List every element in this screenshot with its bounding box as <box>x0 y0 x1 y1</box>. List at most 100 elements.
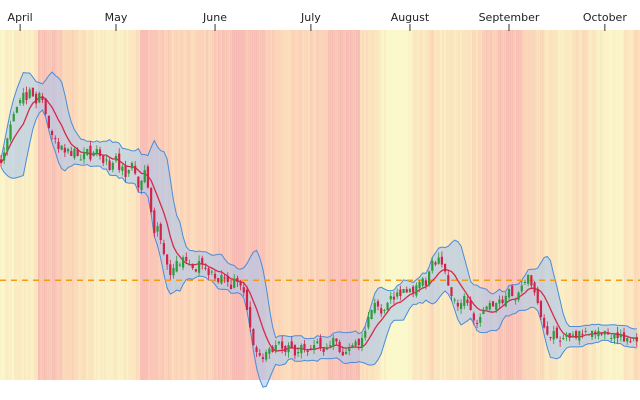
heat-stripe <box>622 30 625 380</box>
candle-body <box>328 345 332 347</box>
heat-stripe <box>40 30 43 380</box>
candle-body <box>303 343 306 349</box>
candle-down <box>207 266 210 280</box>
heat-stripe <box>354 30 357 380</box>
heat-stripe <box>584 30 587 380</box>
candle-body <box>520 285 523 292</box>
candle-body <box>213 273 217 279</box>
heat-stripe <box>204 30 207 380</box>
heat-stripe <box>634 30 637 380</box>
heatmap-background <box>0 30 640 380</box>
heat-stripe <box>570 30 573 380</box>
candle-body <box>319 337 322 349</box>
heat-stripe <box>322 30 325 380</box>
candle-body <box>178 264 181 266</box>
heat-stripe <box>284 30 287 380</box>
heat-stripe <box>470 30 473 380</box>
candle-down <box>255 345 258 358</box>
candle-body <box>297 352 300 354</box>
heat-stripe <box>104 30 107 380</box>
candle-up <box>22 87 25 106</box>
heat-stripe <box>308 30 311 380</box>
heat-stripe <box>426 30 429 380</box>
candle-up <box>552 325 555 344</box>
heat-stripe <box>176 30 179 380</box>
candle-down <box>539 299 543 321</box>
band-lower <box>0 109 637 388</box>
heat-stripe <box>400 30 403 380</box>
heat-stripe <box>338 30 341 380</box>
candle-body <box>175 261 178 272</box>
candle-body <box>405 289 408 293</box>
heat-stripe <box>448 30 451 380</box>
candle-up <box>73 147 76 160</box>
heat-stripe <box>518 30 521 380</box>
candle-body <box>19 100 22 104</box>
heat-stripe <box>232 30 235 380</box>
candle-up <box>520 280 523 294</box>
candle-up <box>402 288 405 293</box>
candle-up <box>498 295 501 309</box>
heat-stripe <box>530 30 533 380</box>
heat-stripe <box>524 30 527 380</box>
heat-stripe <box>310 30 313 380</box>
heat-stripe <box>430 30 433 380</box>
candle-body <box>258 353 261 356</box>
candle-down <box>252 328 255 346</box>
candle-down <box>290 336 293 349</box>
heat-stripe <box>132 30 135 380</box>
heat-stripe <box>368 30 371 380</box>
heat-stripe <box>200 30 203 380</box>
candle-body <box>98 149 102 156</box>
candle-up <box>504 291 507 308</box>
candle-down <box>293 344 297 360</box>
candle-body <box>166 254 169 265</box>
candle-up <box>367 312 370 330</box>
candle-body <box>284 346 287 352</box>
heat-stripe <box>262 30 265 380</box>
heat-stripe <box>318 30 321 380</box>
heat-stripe <box>478 30 481 380</box>
candle-down <box>166 254 169 270</box>
candle-down <box>405 286 408 293</box>
heat-stripe <box>336 30 339 380</box>
candle-up <box>82 147 86 164</box>
heat-stripe <box>424 30 427 380</box>
heat-stripe <box>438 30 441 380</box>
candle-body <box>447 275 450 286</box>
candle-body <box>300 345 303 354</box>
heat-stripe <box>600 30 603 380</box>
heat-stripe <box>522 30 525 380</box>
heat-stripe <box>2 30 5 380</box>
candle-body <box>153 210 156 233</box>
heat-stripe <box>464 30 467 380</box>
candle-up <box>19 97 22 106</box>
heat-stripe <box>50 30 53 380</box>
heat-stripe <box>56 30 59 380</box>
heat-stripe <box>14 30 17 380</box>
heat-stripe <box>274 30 277 380</box>
heat-stripe <box>202 30 205 380</box>
heat-stripe <box>512 30 515 380</box>
heat-stripe <box>572 30 575 380</box>
heat-stripe <box>124 30 127 380</box>
candle-body <box>102 155 105 163</box>
heat-stripe <box>216 30 219 380</box>
heat-stripe <box>630 30 633 380</box>
heat-stripe <box>6 30 9 380</box>
candle-body <box>482 310 485 315</box>
heat-stripe <box>406 30 409 380</box>
candle-up <box>619 329 622 342</box>
month-label-october: October <box>583 11 627 24</box>
candle-body <box>479 317 482 323</box>
candle-body <box>428 271 431 286</box>
candle-body <box>549 337 552 339</box>
heat-stripe <box>386 30 389 380</box>
candle-up <box>488 300 491 311</box>
candle-body <box>463 296 466 306</box>
heat-stripe <box>72 30 75 380</box>
heat-stripe <box>456 30 459 380</box>
candle-up <box>312 339 316 355</box>
heat-stripe <box>546 30 549 380</box>
